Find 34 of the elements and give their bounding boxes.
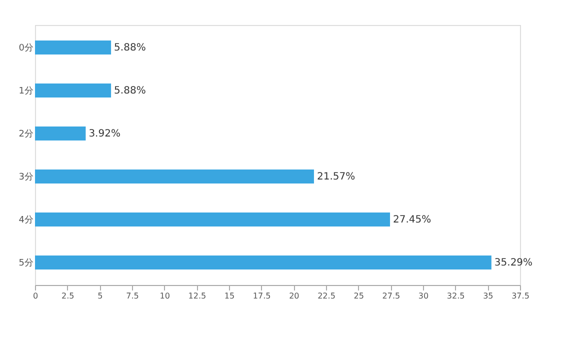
x-tick-label: 0 — [32, 292, 38, 300]
bar — [35, 40, 112, 55]
data-label: 5.88% — [114, 86, 146, 97]
x-tick-label: 35 — [483, 292, 494, 300]
x-tick-label: 22.5 — [318, 292, 336, 300]
bar — [35, 126, 86, 141]
data-label: 5.88% — [114, 42, 146, 54]
x-tick-label: 25 — [354, 292, 364, 300]
x-tick-label: 20 — [289, 292, 300, 300]
y-tick-label: 2分 — [18, 128, 34, 140]
x-tick-label: 27.5 — [382, 292, 400, 300]
data-label: 3.92% — [88, 128, 120, 140]
data-label: 35.29% — [494, 257, 533, 268]
y-tick-label: 3分 — [18, 171, 34, 182]
x-tick-label: 10 — [160, 292, 170, 300]
y-tick-label: 4分 — [18, 214, 34, 226]
x-tick-label: 2.5 — [61, 292, 74, 300]
bar — [35, 84, 112, 98]
data-label: 27.45% — [393, 214, 432, 226]
x-tick-label: 17.5 — [252, 292, 271, 300]
x-tick-label: 15 — [224, 292, 235, 300]
y-tick-label: 0分 — [18, 42, 34, 54]
bar — [35, 255, 492, 270]
data-label: 21.57% — [316, 171, 356, 182]
x-tick-label: 12.5 — [188, 292, 206, 300]
x-tick-label: 32.5 — [446, 292, 465, 300]
y-tick-label: 5分 — [18, 257, 34, 268]
bar — [35, 169, 314, 184]
x-tick-label: 30 — [418, 292, 429, 300]
x-tick-label: 7.5 — [126, 292, 139, 300]
x-tick-label: 5 — [98, 292, 103, 300]
bar — [35, 212, 390, 226]
x-tick-label: 37.5 — [512, 292, 530, 300]
y-tick-label: 1分 — [18, 86, 34, 97]
